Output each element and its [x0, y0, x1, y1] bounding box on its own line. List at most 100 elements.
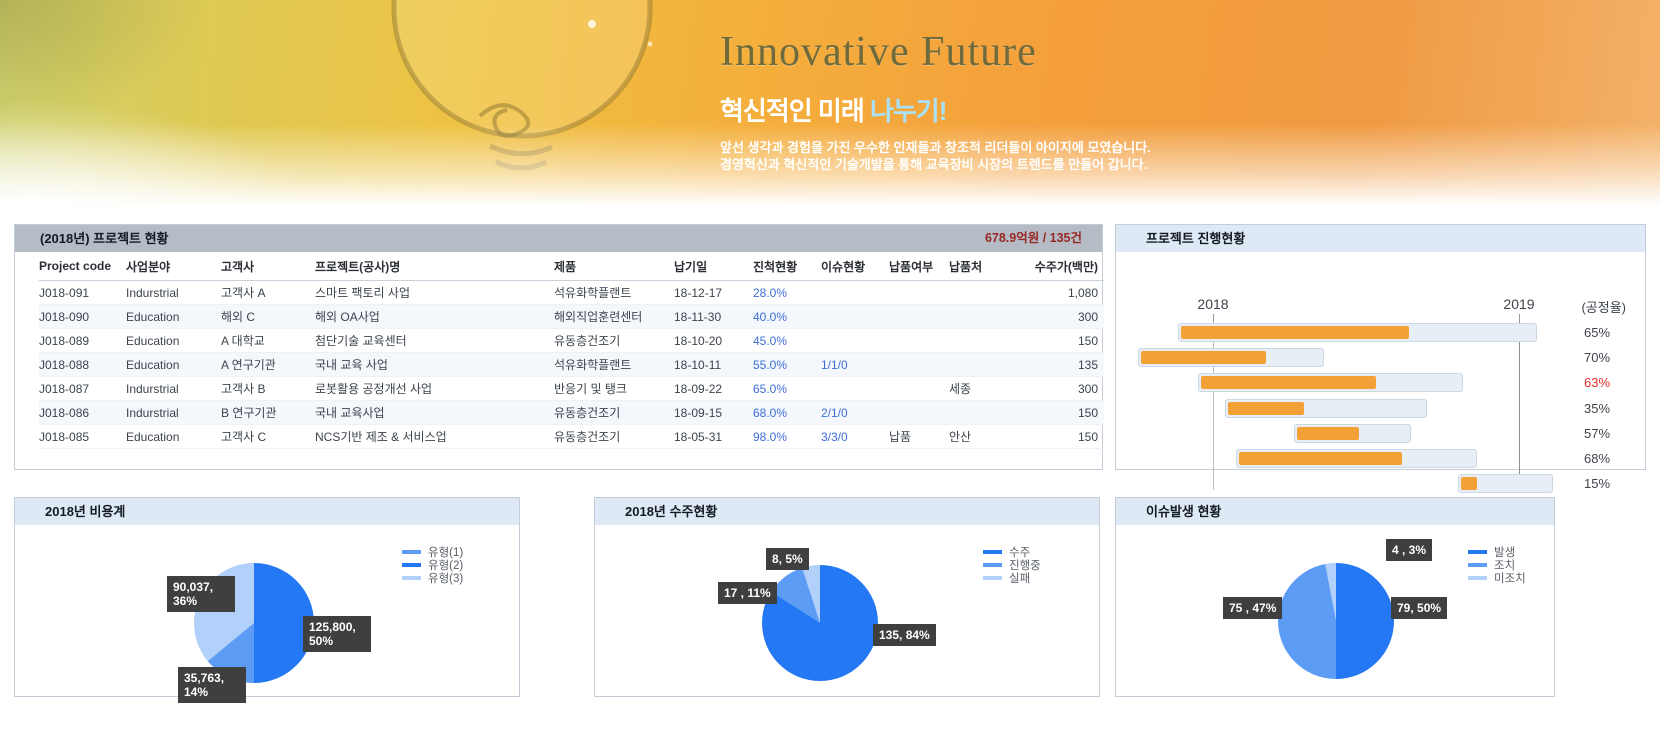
cell-client: 해외 C	[221, 310, 256, 324]
cell-site	[949, 401, 1014, 425]
cell-due: 18-11-30	[674, 309, 722, 324]
legend-label: 유형(3)	[428, 573, 464, 585]
legend-color-dash	[983, 563, 1002, 567]
table-row: J018-086 Indurstrial B 연구기관 국내 교육사업 유동층건조기 18…	[39, 400, 1104, 425]
cell-amount: 150	[1077, 429, 1098, 444]
cell-progress[interactable]: 65.0%	[753, 381, 788, 396]
gantt-percent-label: 57%	[1583, 425, 1611, 441]
column-header: 수주가(백만)	[1034, 259, 1098, 274]
gantt-percent-label: 70%	[1583, 350, 1611, 366]
cell-product: 유동층건조기	[554, 334, 621, 348]
banner-subtitle: 혁신적인 미래 나누기!	[720, 91, 1151, 128]
column-header: Project code	[39, 259, 112, 273]
cell-delivery	[889, 281, 949, 305]
legend-label: 유형(1)	[428, 547, 464, 559]
legend-color-dash	[1468, 550, 1487, 554]
legend-item: 실패	[983, 572, 1041, 585]
pie-chart-issues	[1278, 563, 1394, 679]
legend-color-dash	[1468, 563, 1487, 567]
cell-client: A 연구기관	[221, 358, 276, 372]
pie-legend-orders: 수주 진행중 실패	[983, 546, 1041, 585]
cell-progress[interactable]: 55.0%	[753, 357, 788, 372]
legend-item: 진행중	[983, 559, 1041, 572]
pie-label-orders-inprogress: 17 , 11%	[718, 582, 777, 604]
table-row: J018-091 Indurstrial 고객사 A 스마트 팩토리 사업 석유화학플랜…	[39, 281, 1104, 305]
cell-delivery	[889, 377, 949, 401]
cell-amount: 150	[1077, 405, 1098, 420]
cell-site: 세종	[949, 382, 972, 396]
cell-progress[interactable]: 40.0%	[753, 309, 788, 324]
cell-name: 첨단기술 교육센터	[315, 334, 407, 348]
cell-name: 국내 교육 사업	[315, 358, 388, 372]
cell-issues[interactable]: 1/1/0	[821, 357, 848, 372]
table-row: J018-087 Indurstrial 고객사 B 로봇활용 공정개선 사업 반응기 …	[39, 377, 1104, 401]
cell-site	[949, 329, 1014, 353]
cell-product: 석유화학플랜트	[554, 286, 632, 300]
cell-due: 18-10-20	[674, 333, 723, 348]
cell-site	[949, 353, 1014, 377]
legend-label: 유형(2)	[428, 560, 464, 572]
gantt-bar-track	[1225, 398, 1427, 418]
hero-banner: Innovative Future 혁신적인 미래 나누기! 앞선 생각과 경험…	[0, 0, 1660, 206]
cell-progress[interactable]: 45.0%	[753, 333, 788, 348]
cell-code: J018-085	[39, 429, 90, 444]
project-table: Project code 사업분야 고객사 프로젝트(공사)명 제품 납기일 진척현황 이슈현…	[39, 252, 1104, 449]
cell-code: J018-088	[39, 357, 90, 372]
cell-amount: 150	[1077, 333, 1098, 348]
cell-code: J018-090	[39, 309, 90, 324]
column-header: 납품처	[949, 259, 983, 274]
cell-issues	[821, 329, 889, 353]
gantt-percent-label: 35%	[1583, 400, 1611, 416]
legend-item: 유형(3)	[402, 572, 464, 585]
pie-chart-issues-body: 4 , 3% 75 , 47% 79, 50% 발생 조치 미조치	[1116, 525, 1554, 696]
cell-issues[interactable]: 2/1/0	[821, 405, 848, 420]
legend-color-dash	[402, 576, 421, 580]
pie-panel-orders: 2018년 수주현황 8, 5% 17 , 11% 135, 84% 수주 진행중…	[594, 497, 1100, 697]
cell-progress[interactable]: 28.0%	[753, 285, 788, 300]
gantt-bar-fill	[1296, 426, 1359, 440]
cell-product: 유동층건조기	[554, 430, 621, 444]
cell-field: Education	[126, 429, 180, 444]
legend-label: 진행중	[1009, 560, 1041, 572]
pie-label-issues-resolved: 75 , 47%	[1223, 597, 1283, 619]
cell-progress[interactable]: 68.0%	[753, 405, 788, 420]
gantt-row: 70%	[1116, 348, 1645, 368]
gantt-tick-2018	[1213, 314, 1214, 322]
cell-field: Indurstrial	[126, 285, 179, 300]
gantt-percent-label: 65%	[1583, 325, 1611, 340]
gantt-percent-label: 15%	[1583, 476, 1611, 492]
table-row: J018-090 Education 해외 C 해외 OA사업 해외직업훈련센터 18-1…	[39, 304, 1104, 329]
pie-label-orders-fail: 8, 5%	[766, 548, 809, 570]
legend-item: 미조치	[1468, 572, 1526, 585]
banner-subtitle-white: 혁신적인 미래	[720, 96, 870, 126]
gantt-row: 15%	[1116, 474, 1645, 494]
gantt-axis-unit-label: (공정율)	[1581, 300, 1626, 315]
gantt-bar-track	[1293, 423, 1412, 443]
cell-amount: 135	[1077, 357, 1098, 372]
cell-name: 스마트 팩토리 사업	[315, 286, 410, 300]
cell-due: 18-10-11	[674, 357, 722, 372]
gantt-bar-track	[1138, 348, 1325, 368]
cell-client: B 연구기관	[221, 406, 277, 420]
gantt-bar-fill	[1228, 401, 1304, 415]
cell-amount: 300	[1077, 309, 1098, 324]
cell-delivery: 납품	[889, 430, 912, 444]
cell-issues[interactable]: 3/3/0	[821, 429, 848, 444]
cell-issues	[821, 281, 889, 305]
cell-delivery	[889, 401, 949, 425]
cell-name: NCS기반 제조 & 서비스업	[315, 430, 447, 444]
cell-delivery	[889, 353, 949, 377]
gantt-bar-track	[1236, 449, 1478, 468]
gantt-bar-fill	[1461, 477, 1478, 491]
legend-color-dash	[983, 550, 1002, 554]
gantt-row: 68%	[1116, 449, 1645, 468]
gantt-row: 65%	[1116, 323, 1645, 342]
project-progress-panel: 프로젝트 진행현황 2018 2019 (공정율) 65% 70% 63% 35% 57…	[1115, 224, 1646, 494]
gantt-bar-track	[1458, 474, 1553, 494]
legend-item: 수주	[983, 546, 1041, 559]
pie-chart-cost-body: 90,037, 36% 125,800, 50% 35,763, 14% 유형(…	[15, 525, 519, 703]
legend-color-dash	[983, 576, 1002, 580]
cell-progress[interactable]: 98.0%	[753, 429, 788, 444]
table-row: J018-088 Education A 연구기관 국내 교육 사업 석유화학플랜트 18…	[39, 352, 1104, 377]
